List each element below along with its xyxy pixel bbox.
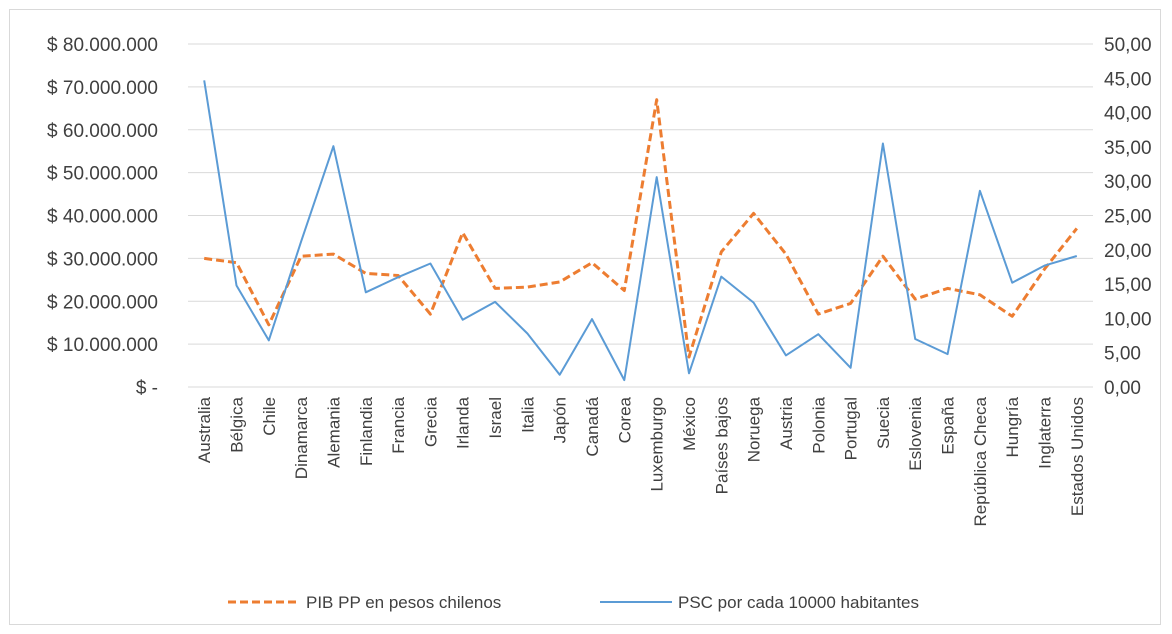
category-label: Portugal [842,397,861,460]
category-label: Chile [260,397,279,436]
left-tick-label: $ 10.000.000 [47,335,158,356]
left-tick-label: $ 20.000.000 [47,292,158,313]
right-tick-label: 10,00 [1104,309,1152,330]
category-label: Italia [518,396,537,432]
right-tick-label: 5,00 [1104,344,1141,365]
category-label: Irlanda [454,396,473,449]
category-label: Países bajos [712,397,731,494]
left-axis-ticks: $ - $ 10.000.000 $ 20.000.000 $ 30.000.000 $… [47,35,158,399]
category-label: República Checa [971,396,990,526]
category-label: Finlandia [357,396,376,466]
category-label: Suecia [874,396,893,449]
category-label: España [939,396,958,454]
left-tick-label: $ 60.000.000 [47,121,158,142]
right-tick-label: 45,00 [1104,69,1152,90]
category-label: Japón [551,397,570,443]
legend-label-psc: PSC por cada 10000 habitantes [678,593,919,612]
category-label: Francia [389,396,408,453]
category-label: Dinamarca [292,396,311,479]
category-label: Australia [195,396,214,463]
right-tick-label: 50,00 [1104,35,1152,56]
category-label: Alemania [324,396,343,467]
category-label: Inglaterra [1036,396,1055,468]
series-line-0 [204,98,1078,359]
legend: PIB PP en pesos chilenos PSC por cada 10… [228,593,919,612]
category-label: Israel [486,397,505,439]
chart-frame: $ - $ 10.000.000 $ 20.000.000 $ 30.000.000 $… [9,9,1161,625]
category-label: Noruega [745,396,764,462]
right-tick-label: 35,00 [1104,138,1152,159]
category-label: Bélgica [227,396,246,452]
category-label: Austria [777,396,796,449]
category-label: Canadá [583,396,602,456]
category-label: Polonia [809,396,828,453]
left-tick-label: $ 70.000.000 [47,78,158,99]
left-tick-label: $ - [136,378,158,399]
category-label: Grecia [421,396,440,447]
right-tick-label: 40,00 [1104,104,1152,125]
category-label: Corea [615,396,634,443]
series-line-1 [203,80,1078,382]
category-label: Eslovenia [906,396,925,470]
category-label: Luxemburgo [648,397,667,492]
right-tick-label: 0,00 [1104,378,1141,399]
category-labels: Australia Bélgica Chile Dinamarca Alemania Fi… [195,396,1087,526]
right-tick-label: 30,00 [1104,172,1152,193]
left-tick-label: $ 50.000.000 [47,164,158,185]
category-label: México [680,397,699,451]
left-tick-label: $ 30.000.000 [47,249,158,270]
right-axis-ticks: 0,00 5,00 10,00 15,00 20,00 25,00 30,00 35,00 40… [1104,35,1152,399]
dual-axis-line-chart: $ - $ 10.000.000 $ 20.000.000 $ 30.000.000 $… [47,35,1152,612]
right-tick-label: 25,00 [1104,207,1152,228]
series-lines [203,80,1078,382]
left-tick-label: $ 40.000.000 [47,207,158,228]
category-label: Hungría [1003,396,1022,457]
right-tick-label: 15,00 [1104,275,1152,296]
right-tick-label: 20,00 [1104,241,1152,262]
left-tick-label: $ 80.000.000 [47,35,158,56]
legend-label-pib: PIB PP en pesos chilenos [306,593,501,612]
category-label: Estados Unidos [1068,397,1087,516]
